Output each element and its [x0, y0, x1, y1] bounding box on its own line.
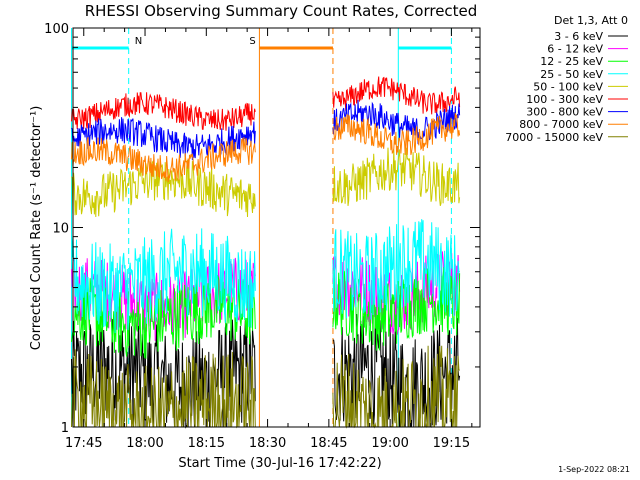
- y-tick-label-2: 100: [44, 22, 69, 37]
- x-tick-labels: 17:45 18:00 18:15 18:30 18:45 19:00 19:15: [65, 436, 470, 451]
- legend-label-7: 800 - 7000 keV: [519, 118, 603, 131]
- series-line-2-0: [71, 274, 256, 359]
- legend-label-2: 12 - 25 keV: [540, 55, 603, 68]
- x-tick-label-1: 18:00: [126, 436, 163, 451]
- legend-label-8: 7000 - 15000 keV: [505, 131, 603, 144]
- series-line-7-0: [71, 137, 256, 183]
- x-tick-label-2: 18:15: [188, 436, 225, 451]
- x-tick-label-6: 19:15: [433, 436, 470, 451]
- x-tick-label-5: 19:00: [371, 436, 408, 451]
- series-line-3-0: [71, 228, 256, 334]
- legend-label-3: 25 - 50 keV: [540, 68, 603, 81]
- legend-label-0: 3 - 6 keV: [554, 30, 603, 43]
- x-tick-label-3: 18:30: [249, 436, 286, 451]
- series-line-3-1: [332, 219, 461, 320]
- y-tick-labels: 1 10 100: [44, 22, 69, 436]
- x-axis-label: Start Time (30-Jul-16 17:42:22): [178, 456, 381, 471]
- series-line-4-0: [71, 157, 256, 218]
- timestamp: 1-Sep-2022 08:21: [558, 465, 630, 474]
- x-tick-label-0: 17:45: [65, 436, 102, 451]
- chart-title: RHESSI Observing Summary Count Rates, Co…: [85, 2, 478, 20]
- series-line-7-1: [332, 113, 461, 156]
- legend-label-5: 100 - 300 keV: [526, 93, 603, 106]
- series-line-8-1: [332, 345, 460, 429]
- axis-ticks: [73, 27, 480, 428]
- series-line-4-1: [332, 147, 461, 206]
- series-line-8-0: [71, 349, 256, 429]
- y-tick-label-1: 10: [52, 222, 69, 237]
- series-line-6-0: [71, 117, 256, 161]
- y-axis-label: Corrected Count Rate (s⁻¹ detector⁻¹): [29, 106, 44, 351]
- marker-label-1: S: [249, 36, 255, 47]
- legend-label-4: 50 - 100 keV: [533, 80, 603, 93]
- marker-label-0: N: [135, 36, 142, 47]
- y-tick-label-0: 1: [61, 421, 69, 436]
- legend-title: Det 1,3, Att 0: [554, 14, 628, 27]
- series-line-5-1: [332, 76, 461, 115]
- x-tick-label-4: 18:45: [310, 436, 347, 451]
- series-line-0-1: [332, 313, 461, 428]
- legend-label-1: 6 - 12 keV: [547, 43, 603, 56]
- legend-label-6: 300 - 800 keV: [526, 106, 603, 119]
- series-line-5-0: [71, 92, 256, 131]
- series-layer: [71, 76, 461, 429]
